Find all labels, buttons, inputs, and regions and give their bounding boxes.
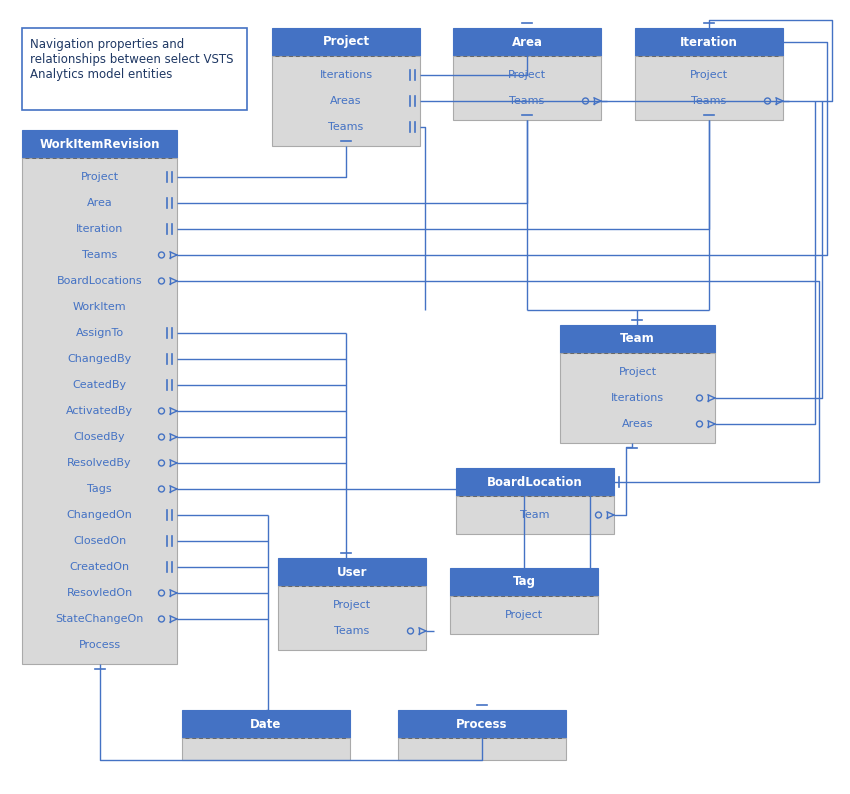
Bar [22, 158, 177, 664]
Text: Date: Date [250, 718, 281, 730]
Bar [278, 586, 426, 650]
Text: Teams: Teams [334, 626, 370, 636]
Text: Project: Project [508, 70, 546, 80]
Text: Teams: Teams [328, 122, 364, 132]
Bar [450, 596, 598, 634]
Bar [398, 710, 566, 738]
Bar [182, 710, 350, 738]
Bar [182, 738, 350, 760]
Text: Process: Process [456, 718, 507, 730]
Bar [398, 738, 566, 760]
Text: Area: Area [87, 198, 112, 208]
Text: Teams: Teams [82, 250, 117, 260]
Text: Areas: Areas [331, 96, 362, 106]
Bar [453, 56, 601, 120]
Text: CeatedBy: CeatedBy [72, 380, 127, 390]
Text: Project: Project [505, 610, 543, 620]
Text: Tags: Tags [88, 484, 112, 494]
Text: ResolvedBy: ResolvedBy [67, 458, 132, 468]
Text: WorkItemRevision: WorkItemRevision [39, 137, 160, 151]
Text: Area: Area [512, 36, 542, 48]
Bar [456, 468, 614, 496]
Text: Iterations: Iterations [611, 393, 664, 403]
Bar [22, 28, 247, 110]
Text: CreatedOn: CreatedOn [70, 562, 129, 572]
Bar [22, 130, 177, 158]
Text: User: User [337, 565, 367, 579]
Bar [635, 56, 783, 120]
Text: Areas: Areas [621, 419, 654, 429]
Text: Tag: Tag [513, 576, 536, 588]
Bar [453, 28, 601, 56]
Text: Teams: Teams [509, 96, 545, 106]
Bar [272, 28, 420, 56]
Text: Iteration: Iteration [680, 36, 738, 48]
Text: Teams: Teams [691, 96, 727, 106]
Text: Project: Project [81, 172, 118, 182]
Text: BoardLocation: BoardLocation [487, 476, 583, 488]
Bar [456, 496, 614, 534]
Bar [450, 568, 598, 596]
Text: ClosedOn: ClosedOn [73, 536, 126, 546]
Text: Project: Project [322, 36, 370, 48]
Text: Process: Process [78, 640, 121, 650]
Text: BoardLocations: BoardLocations [57, 276, 142, 286]
Text: ClosedBy: ClosedBy [74, 432, 125, 442]
Text: ChangedOn: ChangedOn [66, 510, 133, 520]
Text: StateChangeOn: StateChangeOn [55, 614, 144, 624]
Bar [635, 28, 783, 56]
Text: Team: Team [620, 333, 654, 345]
Text: Iterations: Iterations [320, 70, 372, 80]
Text: Iteration: Iteration [76, 224, 123, 234]
Text: ResovledOn: ResovledOn [66, 588, 133, 598]
Text: Navigation properties and
relationships between select VSTS
Analytics model enti: Navigation properties and relationships … [30, 38, 234, 81]
Text: Project: Project [619, 367, 656, 377]
Text: AssignTo: AssignTo [76, 328, 123, 338]
Text: Project: Project [690, 70, 728, 80]
Text: Team: Team [520, 510, 550, 520]
Bar [560, 353, 715, 443]
Bar [272, 56, 420, 146]
Text: ActivatedBy: ActivatedBy [66, 406, 133, 416]
Text: Project: Project [333, 600, 371, 610]
Bar [278, 558, 426, 586]
Bar [560, 325, 715, 353]
Text: ChangedBy: ChangedBy [67, 354, 132, 364]
Text: WorkItem: WorkItem [73, 302, 127, 312]
